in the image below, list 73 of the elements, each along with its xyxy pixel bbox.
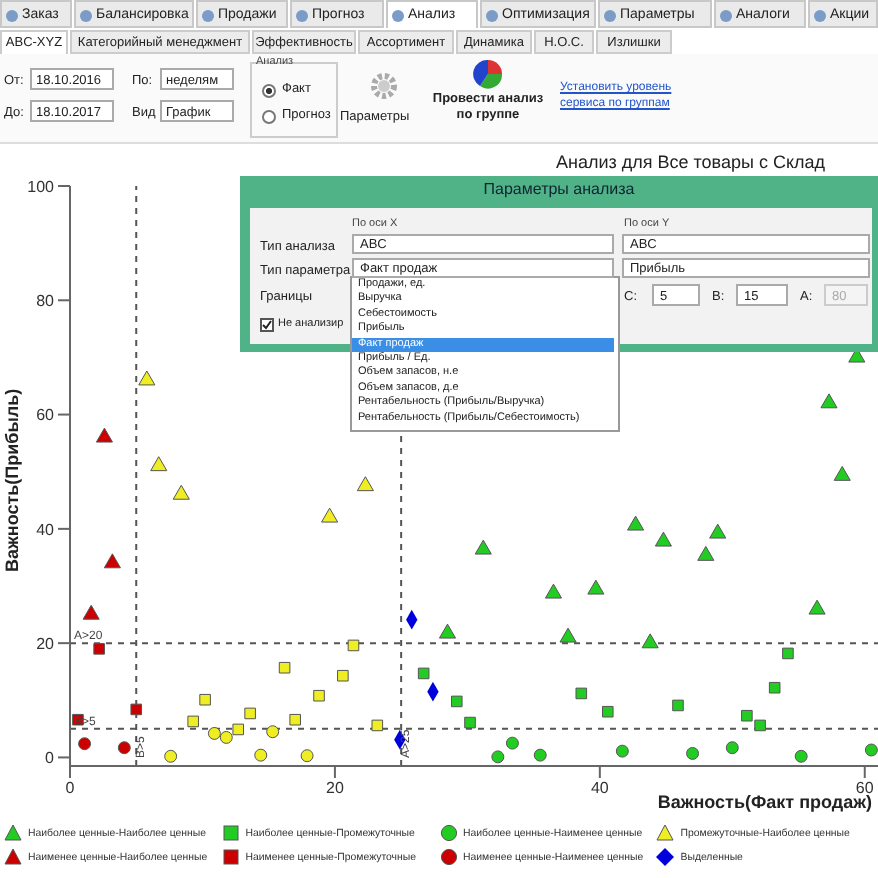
point [474,539,492,555]
point [356,476,374,492]
point [544,583,563,599]
point [289,713,301,726]
chart-title: Анализ для Все товары с Склад [556,152,826,172]
x-tick-label: 20 [326,779,345,798]
y-tick-label: 20 [36,634,56,653]
y-tick-label: 0 [45,749,56,768]
y-tick-label: 100 [27,177,56,196]
point [438,623,457,639]
point [754,719,766,732]
x-axis-title: Важность(Факт продаж) [657,792,872,812]
y-tick-label: 80 [36,291,56,310]
point [587,579,605,595]
point [575,687,588,700]
point [741,709,753,722]
point [199,693,211,706]
point [254,748,268,762]
point [95,427,113,443]
point [601,705,614,718]
point [627,515,645,531]
point [300,749,314,763]
point [615,744,629,758]
point [232,723,245,736]
point [768,681,781,694]
point [93,643,105,655]
point [794,749,808,763]
point [697,545,715,561]
point [491,750,505,764]
point [505,736,519,750]
point [833,465,851,481]
point [450,695,463,708]
point [654,531,672,547]
point [559,627,577,643]
point [417,667,430,680]
y-tick-label: 60 [36,406,56,425]
point [864,743,878,757]
point [244,707,256,720]
x-tick-label: 0 [65,779,76,798]
point [820,393,838,409]
point [672,699,684,712]
point [313,689,325,702]
point [782,647,794,660]
point [150,456,168,472]
point [164,749,178,763]
y-axis-title: Важность(Прибыль) [2,386,22,576]
point [172,484,190,500]
point [117,741,131,755]
point [82,604,100,620]
point [130,703,143,716]
point [347,639,360,652]
point [641,633,659,649]
point [266,725,280,739]
point [533,748,547,762]
point [78,737,92,751]
annotation: Параметры анализа [481,178,637,202]
x-tick-label: 60 [855,779,875,798]
point [207,726,221,740]
point [709,523,727,539]
point [371,719,384,732]
point [219,730,233,744]
point [464,716,476,729]
y-tick-label: 40 [36,520,56,539]
point [321,507,339,523]
point [686,746,700,760]
x-tick-label: 40 [590,779,610,798]
point [103,553,121,569]
point [808,599,826,615]
point [725,741,739,755]
point [138,370,156,386]
point [337,669,349,682]
point [187,715,199,728]
point [278,661,291,674]
